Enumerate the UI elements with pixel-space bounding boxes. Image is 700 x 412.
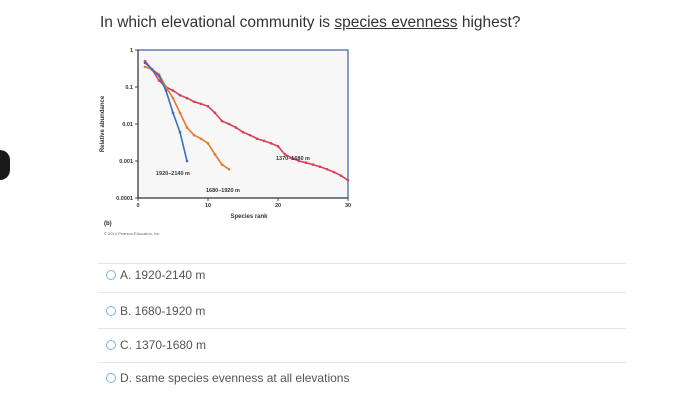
data-point — [255, 137, 259, 141]
data-point — [143, 65, 147, 69]
x-tick-label: 20 — [275, 203, 281, 209]
data-point — [192, 133, 196, 137]
x-tick-label: 10 — [205, 203, 211, 209]
data-point — [192, 100, 196, 104]
radio-c[interactable] — [106, 340, 116, 350]
data-point — [234, 126, 238, 129]
data-point — [325, 167, 329, 171]
series-label-high: 1920–2140 m — [156, 171, 190, 177]
x-ticks: 0 10 20 30 — [136, 198, 351, 209]
y-axis-label: Relative abundance — [100, 95, 106, 152]
series-label-low: 1370–1680 m — [276, 156, 310, 162]
data-point — [304, 161, 308, 164]
y-tick-label: 1 — [130, 48, 133, 54]
data-point — [283, 153, 287, 156]
data-point — [290, 156, 294, 160]
x-axis-label: Species rank — [230, 214, 268, 220]
series-label-mid: 1680–1920 m — [206, 188, 240, 194]
data-point — [297, 159, 301, 163]
option-c-label: C. 1370-1680 m — [120, 338, 207, 352]
data-point — [262, 139, 266, 143]
rank-abundance-chart: Relative abundance Species rank 1 0.1 0.01… — [100, 48, 351, 236]
data-point — [171, 111, 175, 115]
option-d[interactable]: D. same species evenness at all elevatio… — [106, 371, 349, 385]
rank-abundance-figure: Relative abundance Species rank 1 0.1 0.01… — [96, 42, 366, 247]
y-tick-label: 0.01 — [122, 122, 133, 128]
question-prefix: In which elevational community is — [100, 14, 335, 31]
question-suffix: highest? — [457, 14, 521, 31]
data-point — [164, 89, 168, 92]
y-ticks: 1 0.1 0.01 0.001 0.0001 — [116, 48, 138, 202]
data-point — [185, 96, 189, 100]
data-point — [332, 170, 336, 174]
figure-credit: © 2014 Pearson Education, Inc. — [104, 231, 161, 236]
data-point — [311, 163, 315, 166]
question-text: In which elevational community is specie… — [100, 14, 520, 32]
option-b-label: B. 1680-1920 m — [120, 304, 206, 318]
data-point — [269, 142, 273, 145]
data-point — [143, 61, 147, 65]
x-tick-label: 0 — [136, 203, 139, 209]
data-point — [248, 133, 252, 137]
data-point — [150, 68, 154, 71]
data-point — [199, 137, 203, 141]
data-point — [213, 153, 217, 156]
y-tick-label: 0.001 — [119, 159, 133, 165]
question-card: In which elevational community is specie… — [86, 0, 646, 412]
y-tick-label: 0.0001 — [116, 196, 133, 202]
divider — [98, 263, 626, 264]
data-point — [276, 144, 280, 148]
data-point — [346, 179, 350, 182]
divider — [98, 362, 626, 363]
data-point — [178, 130, 182, 134]
data-point — [185, 159, 189, 163]
data-point — [206, 105, 210, 108]
data-point — [220, 119, 224, 123]
data-point — [213, 111, 217, 115]
panel-label: (b) — [104, 221, 112, 227]
radio-b[interactable] — [106, 306, 116, 316]
data-point — [157, 74, 161, 78]
data-point — [178, 93, 182, 97]
data-point — [171, 89, 175, 92]
plot-frame — [137, 49, 349, 199]
divider — [98, 328, 626, 329]
option-a[interactable]: A. 1920-2140 m — [106, 268, 205, 282]
data-point — [157, 79, 161, 82]
option-a-label: A. 1920-2140 m — [120, 268, 206, 282]
data-point — [206, 142, 210, 145]
data-point — [178, 111, 182, 115]
data-point — [185, 126, 189, 129]
radio-a[interactable] — [106, 270, 116, 280]
option-b[interactable]: B. 1680-1920 m — [106, 304, 205, 318]
data-point — [318, 165, 322, 169]
divider — [98, 292, 626, 293]
page-edge-tab — [0, 150, 10, 180]
option-d-label: D. same species evenness at all elevatio… — [120, 371, 350, 385]
data-point — [171, 96, 175, 100]
option-c[interactable]: C. 1370-1680 m — [106, 338, 206, 352]
x-tick-label: 30 — [345, 203, 351, 209]
radio-d[interactable] — [106, 373, 116, 383]
question-underlined: species evenness — [334, 14, 458, 31]
data-point — [199, 102, 203, 106]
y-tick-label: 0.1 — [125, 85, 133, 91]
data-point — [241, 130, 245, 134]
data-point — [220, 163, 224, 166]
data-point — [227, 167, 231, 171]
data-point — [227, 122, 231, 126]
series-group — [143, 59, 350, 182]
data-point — [339, 174, 343, 178]
